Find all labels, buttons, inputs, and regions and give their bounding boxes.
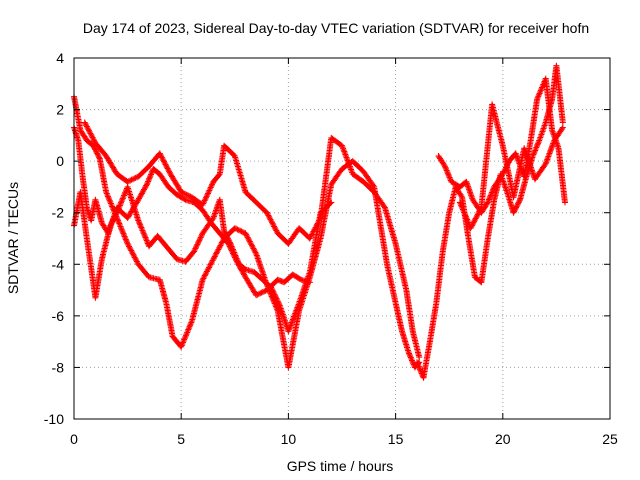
- grid: [74, 58, 610, 419]
- y-tick-label: -10: [44, 411, 64, 427]
- x-tick-label: 20: [495, 431, 511, 447]
- data-marks: [71, 62, 568, 381]
- y-tick-label: 0: [56, 153, 64, 169]
- series-track-g: [456, 101, 566, 232]
- series-markers: [81, 119, 423, 361]
- series-markers: [71, 93, 423, 371]
- x-axis: 0 5 10 15 20 25: [70, 58, 618, 447]
- y-tick-label: 4: [56, 50, 64, 66]
- y-axis: -10 -8 -6 -4 -2 0 2 4: [44, 50, 610, 427]
- y-tick-label: 2: [56, 102, 64, 118]
- x-tick-label: 0: [70, 431, 78, 447]
- y-tick-label: -2: [52, 205, 65, 221]
- x-axis-label: GPS time / hours: [287, 458, 394, 474]
- chart-title: Day 174 of 2023, Sidereal Day-to-day VTE…: [83, 20, 589, 36]
- series-markers: [71, 124, 313, 299]
- plot-frame: [73, 57, 611, 420]
- y-tick-label: -6: [52, 308, 65, 324]
- x-tick-label: 25: [602, 431, 618, 447]
- y-tick-label: -8: [52, 359, 65, 375]
- y-tick-label: -4: [52, 256, 65, 272]
- series-markers: [414, 62, 566, 381]
- y-axis-label: SDTVAR / TECUs: [5, 182, 21, 294]
- series-markers: [456, 101, 566, 232]
- series-track-d: [81, 119, 423, 361]
- series-track-a: [71, 124, 313, 299]
- series-track-b: [71, 93, 423, 371]
- x-tick-label: 10: [281, 431, 297, 447]
- x-tick-label: 5: [177, 431, 185, 447]
- series-track-e: [414, 62, 566, 381]
- x-tick-label: 15: [388, 431, 404, 447]
